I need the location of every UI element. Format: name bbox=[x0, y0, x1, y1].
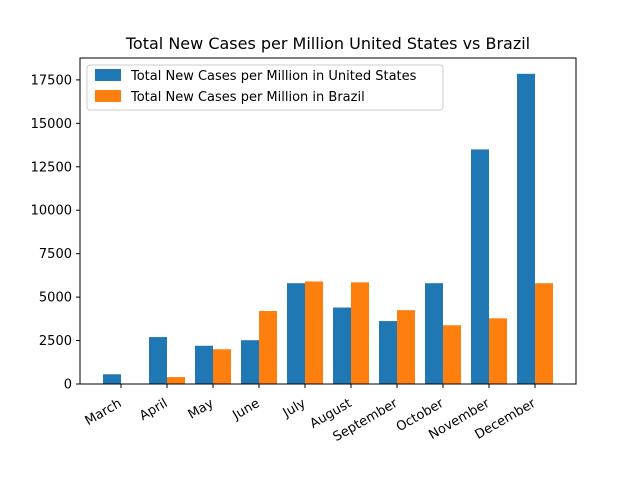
legend-swatch-us bbox=[95, 69, 121, 81]
bar-brazil-december bbox=[535, 283, 553, 384]
y-tick-label: 10000 bbox=[31, 204, 72, 219]
y-tick-label: 15000 bbox=[31, 117, 72, 132]
bar-brazil-september bbox=[397, 310, 415, 384]
bar-us-june bbox=[241, 340, 259, 384]
bar-us-november bbox=[471, 149, 489, 384]
bar-us-october bbox=[425, 283, 443, 384]
bar-brazil-july bbox=[305, 281, 323, 384]
bar-brazil-november bbox=[489, 318, 507, 384]
x-tick-label-july: July bbox=[280, 396, 309, 421]
legend-label-us: Total New Cases per Million in United St… bbox=[130, 69, 417, 84]
bar-us-december bbox=[517, 73, 535, 385]
legend-label-brazil: Total New Cases per Million in Brazil bbox=[130, 90, 365, 105]
bar-us-may bbox=[195, 345, 213, 384]
bar-brazil-june bbox=[259, 311, 277, 384]
legend: Total New Cases per Million in United St… bbox=[86, 64, 444, 111]
x-tick-label-june: June bbox=[230, 396, 263, 424]
x-tick-label-march: March bbox=[83, 396, 125, 429]
legend-frame bbox=[86, 64, 444, 111]
bar-brazil-october bbox=[443, 325, 461, 384]
chart-title: Total New Cases per Million United State… bbox=[125, 34, 530, 53]
bar-brazil-april bbox=[167, 377, 185, 384]
bar-brazil-may bbox=[213, 349, 231, 384]
legend-swatch-brazil bbox=[95, 90, 121, 102]
plot-frame bbox=[79, 57, 577, 385]
bar-us-august bbox=[333, 307, 351, 384]
bar-us-september bbox=[379, 321, 397, 384]
x-axis: March April May June July AugustSeptemberOcto… bbox=[83, 384, 539, 445]
bar-us-april bbox=[149, 337, 167, 384]
y-tick-label: 7500 bbox=[39, 247, 72, 262]
y-tick-label: 12500 bbox=[31, 160, 72, 175]
y-axis: 0 2500 5000 7500 10000 12500 15000 17500 bbox=[31, 73, 80, 393]
x-tick-label-may: May bbox=[186, 396, 217, 423]
bars bbox=[103, 73, 553, 385]
y-tick-label: 2500 bbox=[39, 334, 72, 349]
y-tick-label: 17500 bbox=[31, 73, 72, 88]
y-tick-label: 5000 bbox=[39, 291, 72, 306]
bar-us-march bbox=[103, 374, 121, 384]
bar-brazil-august bbox=[351, 282, 369, 384]
x-tick-label-april: April bbox=[137, 396, 170, 424]
y-tick-label: 0 bbox=[64, 378, 72, 393]
bar-us-july bbox=[287, 283, 305, 384]
